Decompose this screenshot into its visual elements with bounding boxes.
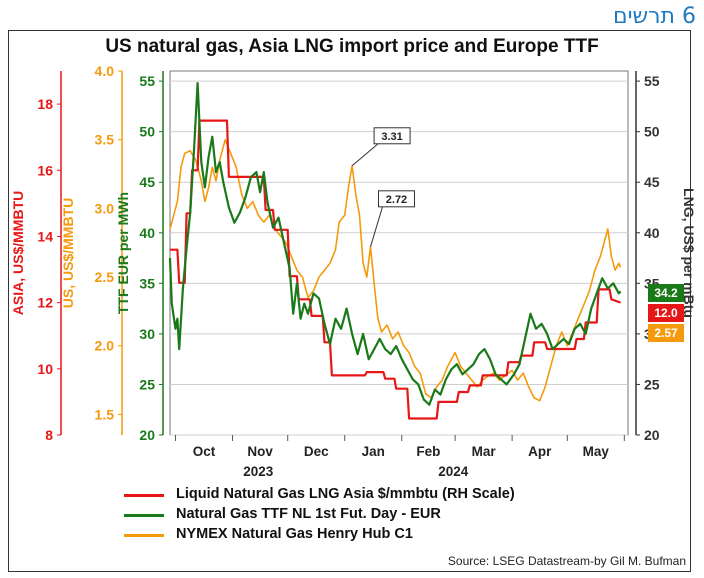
ttf-tick-label: 50 (139, 124, 155, 140)
lng-axis-label: LNG, US$ per mBtu (681, 188, 697, 318)
asia-tick-label: 10 (37, 361, 53, 377)
x-year-label: 2024 (438, 464, 469, 479)
lng-tick-label: 55 (644, 73, 660, 89)
x-tick-label: Feb (416, 444, 440, 459)
legend-swatch-ttf (124, 514, 164, 517)
chart-title: US natural gas, Asia LNG import price an… (105, 36, 599, 57)
x-tick-label: Oct (193, 444, 216, 459)
annotation-box (373, 127, 411, 145)
annotation-box (377, 190, 415, 208)
lng-tick-label: 45 (644, 174, 660, 190)
us-tick-label: 1.5 (95, 406, 115, 422)
us-tick-label: 2.5 (95, 269, 115, 285)
ttf-tick-label: 30 (139, 326, 155, 342)
end-badge-ttf: 34.2 (648, 284, 684, 302)
lng-tick-label: 50 (644, 124, 660, 140)
asia-tick-label: 16 (37, 162, 53, 178)
us-tick-label: 2.0 (95, 338, 115, 354)
legend-item-ttf: Natural Gas TTF NL 1st Fut. Day - EUR (124, 506, 441, 522)
plot-area (169, 70, 629, 436)
annotation-leader (351, 143, 379, 167)
ttf-tick-label: 25 (139, 376, 155, 392)
chart-frame (8, 30, 691, 572)
x-tick-label: Nov (247, 444, 273, 459)
source-note: Source: LSEG Datastream-by Gil M. Bufman (447, 554, 686, 568)
ttf-tick-label: 45 (139, 174, 155, 190)
lng-tick-label: 20 (644, 427, 660, 443)
x-year-label: 2023 (243, 464, 274, 479)
x-tick-label: Apr (528, 444, 552, 459)
ttf-axis-label: TTF EUR per MWh (115, 192, 131, 314)
asia-tick-label: 14 (37, 228, 53, 244)
legend-label-us: NYMEX Natural Gas Henry Hub C1 (176, 526, 413, 542)
end-badge-asia: 12.0 (648, 304, 684, 322)
asia-axis-label: ASIA, US$/MMBTU (10, 191, 26, 315)
series-line-ttf (168, 81, 622, 406)
annotation-label: 2.72 (386, 194, 407, 206)
ttf-tick-label: 20 (139, 427, 155, 443)
us-tick-label: 3.0 (95, 200, 115, 216)
ttf-tick-label: 35 (139, 275, 155, 291)
asia-tick-label: 8 (45, 427, 53, 443)
legend-swatch-asia (124, 494, 164, 497)
annotation-leader (370, 206, 383, 247)
ttf-tick-label: 55 (139, 73, 155, 89)
legend-label-ttf: Natural Gas TTF NL 1st Fut. Day - EUR (176, 506, 441, 522)
ttf-tick-label: 40 (139, 225, 155, 241)
series-line-us (169, 138, 622, 402)
asia-tick-label: 12 (37, 295, 53, 311)
lng-tick-label: 40 (644, 225, 660, 241)
legend-label-asia: Liquid Natural Gas LNG Asia $/mmbtu (RH … (176, 486, 515, 502)
x-tick-label: Dec (304, 444, 329, 459)
legend-item-us: NYMEX Natural Gas Henry Hub C1 (124, 526, 413, 542)
series-line-asia (170, 119, 621, 420)
asia-tick-label: 18 (37, 96, 53, 112)
x-tick-label: Mar (472, 444, 497, 459)
us-tick-label: 3.5 (95, 132, 115, 148)
lng-tick-label: 25 (644, 376, 660, 392)
x-tick-label: Jan (362, 444, 385, 459)
x-tick-label: May (583, 444, 610, 459)
hebrew-chart-number: 6 תרשים (613, 4, 696, 29)
legend-swatch-us (124, 534, 164, 537)
us-axis-label: US, US$/MMBTU (60, 198, 76, 308)
legend-item-asia: Liquid Natural Gas LNG Asia $/mmbtu (RH … (124, 486, 515, 502)
annotation-label: 3.31 (381, 131, 402, 143)
us-tick-label: 4.0 (95, 63, 115, 79)
end-badge-us: 2.57 (648, 324, 684, 342)
